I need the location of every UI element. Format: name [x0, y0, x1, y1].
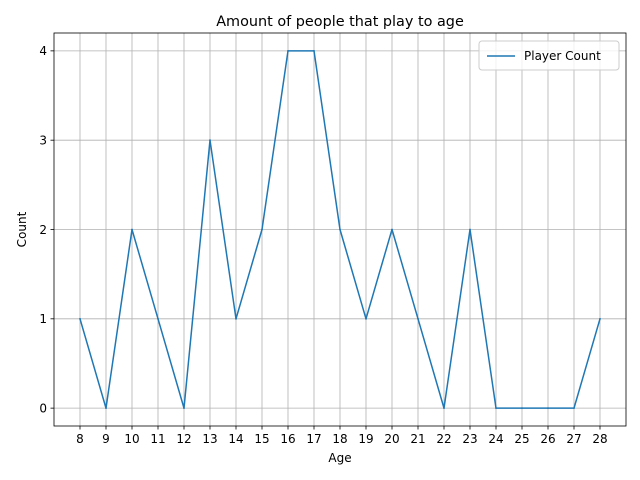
x-tick-label: 9	[102, 432, 110, 446]
data-point	[599, 317, 601, 320]
y-axis-label: Count	[15, 211, 29, 247]
data-point	[469, 228, 471, 231]
data-point	[547, 407, 549, 410]
x-tick-label: 8	[76, 432, 84, 446]
data-point	[417, 317, 419, 320]
x-tick-label: 10	[124, 432, 139, 446]
data-point	[443, 407, 445, 410]
data-point	[287, 49, 289, 52]
x-tick-label: 18	[332, 432, 347, 446]
data-point	[79, 317, 81, 320]
data-point	[313, 49, 315, 52]
series-layer	[79, 49, 601, 410]
x-tick-label: 15	[254, 432, 269, 446]
x-tick-label: 22	[436, 432, 451, 446]
x-tick-label: 26	[540, 432, 555, 446]
x-tick-label: 16	[280, 432, 295, 446]
y-tick-label: 4	[39, 44, 47, 58]
data-point	[365, 317, 367, 320]
data-point	[157, 317, 159, 320]
data-point	[235, 317, 237, 320]
data-point	[209, 139, 211, 142]
x-tick-label: 20	[384, 432, 399, 446]
x-tick-label: 13	[202, 432, 217, 446]
y-axis-ticks: 0 1 2 3 4	[39, 44, 54, 415]
x-axis-label: Age	[328, 451, 351, 465]
x-tick-label: 12	[176, 432, 191, 446]
y-tick-label: 1	[39, 312, 47, 326]
x-tick-label: 11	[150, 432, 165, 446]
data-point	[261, 228, 263, 231]
data-point	[131, 228, 133, 231]
data-point	[391, 228, 393, 231]
y-tick-label: 2	[39, 223, 47, 237]
x-tick-label: 27	[566, 432, 581, 446]
x-tick-label: 23	[462, 432, 477, 446]
y-tick-label: 0	[39, 401, 47, 415]
data-point	[183, 407, 185, 410]
y-tick-label: 3	[39, 133, 47, 147]
x-axis-ticks: 8 9 10 11 12 13 14 15 16 17 18 19 20 21 22 23 24 25 26 27 28	[76, 426, 608, 446]
x-tick-label: 19	[358, 432, 373, 446]
chart-title: Amount of people that play to age	[216, 14, 464, 30]
x-tick-label: 14	[228, 432, 243, 446]
legend: Player Count	[478, 40, 620, 71]
data-point	[339, 228, 341, 231]
x-tick-label: 25	[514, 432, 529, 446]
data-point	[521, 407, 523, 410]
x-tick-label: 28	[592, 432, 607, 446]
x-tick-label: 21	[410, 432, 425, 446]
data-point	[105, 407, 107, 410]
x-tick-label: 17	[306, 432, 321, 446]
legend-label-player-count: Player Count	[524, 49, 601, 63]
legend-box	[478, 40, 620, 71]
data-point	[573, 407, 575, 410]
x-tick-label: 24	[488, 432, 503, 446]
data-point	[495, 407, 497, 410]
